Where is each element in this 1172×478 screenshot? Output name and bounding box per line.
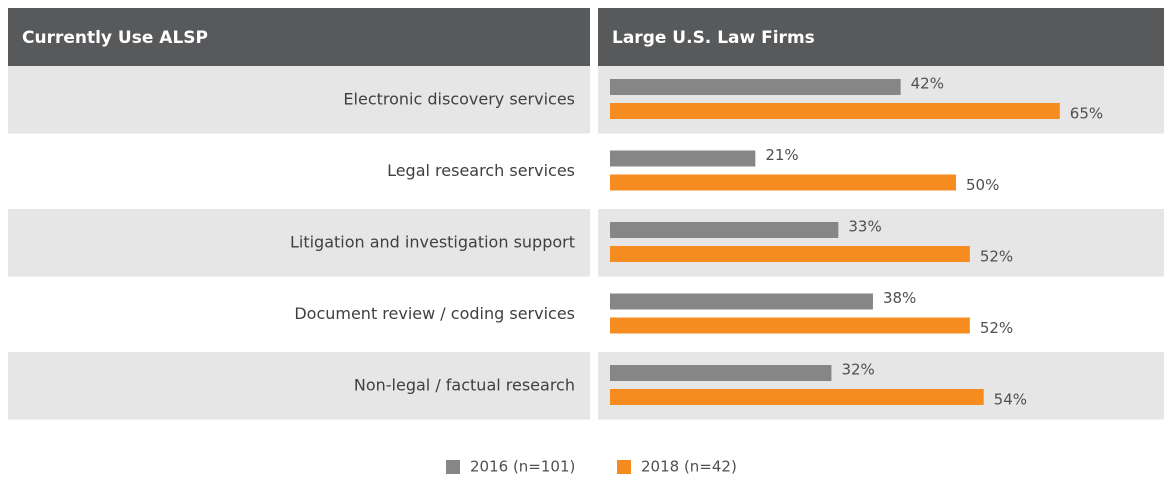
row-band (8, 209, 590, 277)
bar (610, 365, 832, 381)
header-right (598, 8, 1164, 66)
bar (610, 246, 970, 262)
legend-label: 2018 (n=42) (641, 458, 737, 476)
bar (610, 222, 839, 238)
row-band (598, 66, 1164, 134)
value-label: 38% (883, 289, 916, 307)
value-label: 50% (966, 176, 999, 194)
category-label: Electronic discovery services (343, 89, 575, 108)
category-label: Non-legal / factual research (354, 375, 575, 394)
value-label: 52% (980, 248, 1013, 266)
value-label: 42% (911, 75, 944, 93)
bar (610, 79, 901, 95)
bar (610, 293, 873, 310)
row-band (8, 66, 590, 134)
value-label: 52% (980, 319, 1013, 337)
category-label: Legal research services (387, 161, 575, 180)
row-band (598, 352, 1164, 420)
value-label: 54% (994, 391, 1027, 409)
category-label: Document review / coding services (294, 304, 575, 323)
value-label: 65% (1070, 105, 1103, 123)
category-label: Litigation and investigation support (290, 232, 575, 251)
value-label: 33% (848, 218, 881, 236)
row-band (8, 352, 590, 420)
header-left (8, 8, 590, 66)
value-label: 32% (841, 361, 874, 379)
value-label: 21% (765, 146, 798, 164)
legend-swatch (617, 460, 631, 474)
chart-title: Large U.S. Law Firms (612, 28, 815, 48)
bar (610, 103, 1060, 119)
category-header: Currently Use ALSP (22, 28, 208, 48)
legend-swatch (446, 460, 460, 474)
legend-label: 2016 (n=101) (470, 458, 575, 476)
bar (610, 174, 956, 191)
row-band (598, 209, 1164, 277)
bar (610, 317, 970, 334)
bar (610, 389, 984, 405)
bar (610, 150, 756, 167)
